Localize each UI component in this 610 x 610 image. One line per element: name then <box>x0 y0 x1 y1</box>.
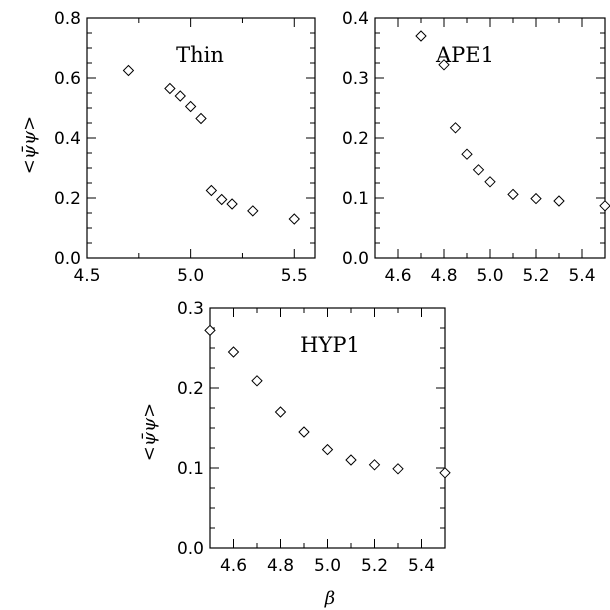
y-tick-label: 0.3 <box>342 69 369 89</box>
data-point <box>530 192 542 205</box>
data-point <box>553 195 565 207</box>
data-point <box>204 324 216 337</box>
data-point <box>461 148 473 160</box>
y-tick-label: 0.2 <box>177 379 204 399</box>
data-point <box>438 59 450 71</box>
data-point <box>392 463 404 475</box>
data-point <box>216 193 228 206</box>
data-point <box>184 100 197 113</box>
panel-ape1: APE1 4.6 4.8 5.0 5.2 5.40.00.10.20.30.4 <box>342 9 610 286</box>
x-tick-label: 4.6 <box>384 266 411 286</box>
data-point <box>288 213 300 225</box>
x-tick-label: 5.0 <box>476 266 503 286</box>
x-tick-label: 5.2 <box>522 266 549 286</box>
y-tick-label: 0.4 <box>342 9 369 29</box>
y-tick-label: 0.6 <box>54 69 81 89</box>
y-tick-label: 0.8 <box>54 9 81 29</box>
data-point <box>174 90 186 102</box>
data-point <box>247 205 259 217</box>
data-point <box>507 188 519 201</box>
x-tick-label: 5.4 <box>568 266 595 286</box>
data-point <box>298 426 310 438</box>
data-point <box>449 122 462 134</box>
panel-title: HYP1 <box>300 333 360 357</box>
y-tick-label: 0.3 <box>177 299 204 319</box>
x-tick-label: 4.5 <box>73 266 100 286</box>
data-point <box>415 30 427 42</box>
x-tick-label: 5.0 <box>177 266 204 286</box>
data-point <box>368 459 381 471</box>
data-point <box>345 454 357 466</box>
panel-hyp1: HYP1 <ψ̄ψ> β 4.6 4.8 5.0 5.2 5.4 0.0 0.1 0.2 0.3 <box>139 299 451 609</box>
data-point <box>164 82 176 95</box>
x-axis-label: β <box>324 588 335 609</box>
data-point <box>122 64 135 77</box>
x-tick-label: 5.5 <box>281 266 308 286</box>
data-point <box>484 176 496 188</box>
y-tick-label: 0.2 <box>342 129 369 149</box>
data-point <box>599 200 610 212</box>
data-point <box>226 198 238 210</box>
y-tick-label: 0.4 <box>54 129 81 149</box>
y-tick-label: 0.2 <box>54 189 81 209</box>
data-point <box>251 375 263 387</box>
data-point <box>227 346 240 358</box>
y-tick-label: 0.0 <box>342 249 369 269</box>
x-tick-label: 5.4 <box>408 556 435 576</box>
y-tick-label: 0.0 <box>177 539 204 559</box>
y-tick-label: 0.1 <box>342 189 369 209</box>
x-tick-label: 4.6 <box>220 556 247 576</box>
data-point <box>274 406 287 418</box>
panel-title: Thin <box>176 43 224 67</box>
data-point <box>321 443 334 456</box>
y-tick-label: 0.1 <box>177 459 204 479</box>
y-axis-label: <ψ̄ψ> <box>19 116 40 174</box>
x-tick-label: 4.8 <box>267 556 294 576</box>
panel-thin: Thin <ψ̄ψ> 4.5 5.0 5.5 0.0 0.2 0.4 0.6 0.8 <box>19 9 316 286</box>
data-point <box>472 164 485 176</box>
x-tick-label: 5.2 <box>361 556 388 576</box>
x-tick-label: 4.8 <box>430 266 457 286</box>
y-axis-label: <ψ̄ψ> <box>139 403 160 461</box>
data-point <box>439 467 451 479</box>
x-tick-label: 5.0 <box>314 556 341 576</box>
data-point <box>205 184 218 197</box>
y-tick-label: 0.0 <box>54 249 81 269</box>
data-point <box>195 112 207 125</box>
